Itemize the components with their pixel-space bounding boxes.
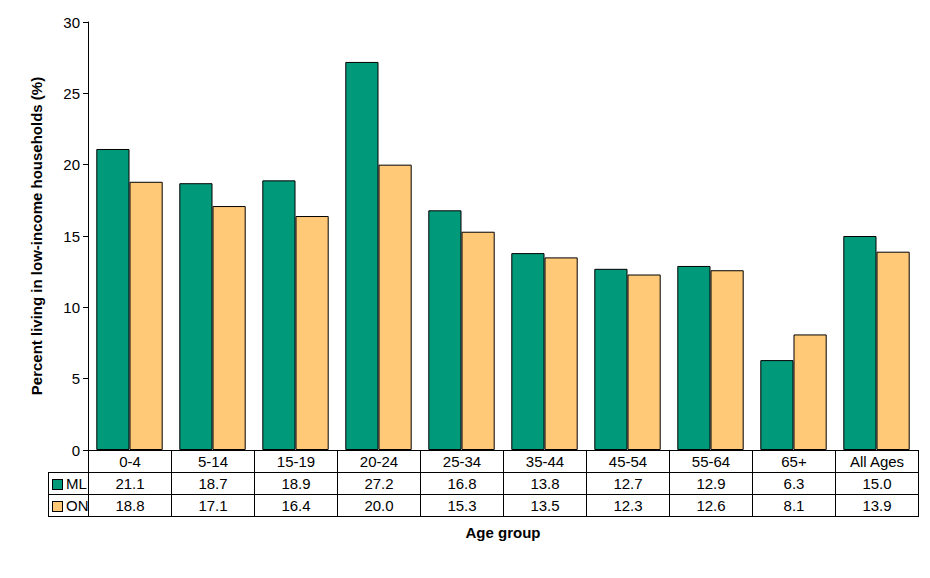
html-text:13.5: 13.5 — [530, 497, 560, 514]
html-text:5-14: 5-14 — [198, 453, 228, 470]
html-text:35-44: 35-44 — [525, 453, 565, 470]
html-text:45-54: 45-54 — [608, 453, 648, 470]
html-text:0-4: 0-4 — [119, 453, 141, 470]
svg-text:Percent living in low-income h: Percent living in low-income households … — [28, 77, 45, 395]
html-text:17.1: 17.1 — [198, 497, 228, 514]
html-text:15-19: 15-19 — [276, 453, 316, 470]
html-text:13.9: 13.9 — [862, 497, 892, 514]
html-text:20.0: 20.0 — [364, 497, 394, 514]
html-text:13.8: 13.8 — [530, 475, 560, 492]
svg-text:30: 30 — [63, 14, 80, 31]
html-text:15.0: 15.0 — [862, 475, 892, 492]
svg-text:10: 10 — [63, 299, 80, 316]
html-text:ON: ON — [66, 497, 89, 514]
html-text:20-24: 20-24 — [359, 453, 399, 470]
html-text:16.4: 16.4 — [281, 497, 311, 514]
html-text:All Ages: All Ages — [849, 453, 905, 470]
html-text:12.9: 12.9 — [696, 475, 726, 492]
html-text:27.2: 27.2 — [364, 475, 394, 492]
svg-text:5: 5 — [72, 370, 80, 387]
html-text:65+: 65+ — [781, 453, 807, 470]
html-text:12.6: 12.6 — [696, 497, 726, 514]
svg-text:20: 20 — [63, 156, 80, 173]
svg-text:0: 0 — [72, 442, 80, 459]
html-text:21.1: 21.1 — [115, 475, 145, 492]
svg-text:25: 25 — [63, 85, 80, 102]
html-text:55-64: 55-64 — [691, 453, 731, 470]
html-text:18.8: 18.8 — [115, 497, 145, 514]
html-text:ML: ML — [66, 475, 87, 492]
svg-text:15: 15 — [63, 228, 80, 245]
html-text:6.3: 6.3 — [783, 475, 805, 492]
html-text:8.1: 8.1 — [783, 497, 805, 514]
html-text:18.9: 18.9 — [281, 475, 311, 492]
html-text:18.7: 18.7 — [198, 475, 228, 492]
html-text:16.8: 16.8 — [447, 475, 477, 492]
html-text:Age group: Age group — [465, 524, 541, 541]
html-text:12.3: 12.3 — [613, 497, 643, 514]
html-text:12.7: 12.7 — [613, 475, 643, 492]
html-text:25-34: 25-34 — [442, 453, 482, 470]
html-text:15.3: 15.3 — [447, 497, 477, 514]
